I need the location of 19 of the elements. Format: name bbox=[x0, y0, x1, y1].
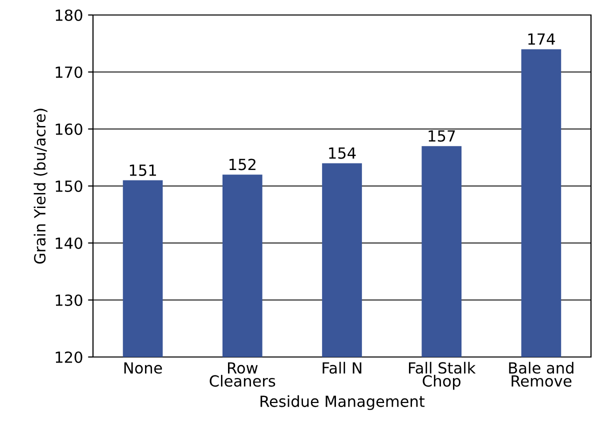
y-tick-label: 140 bbox=[56, 237, 82, 250]
x-tick-label: Row Cleaners bbox=[210, 362, 276, 387]
data-label: 174 bbox=[528, 33, 555, 45]
y-tick-label: 180 bbox=[56, 9, 82, 22]
x-tick-label: Fall N bbox=[322, 362, 362, 374]
y-tick-label: 150 bbox=[56, 180, 82, 192]
x-tick-label: Bale and Remove bbox=[509, 362, 574, 387]
x-tick-label: Fall Stalk Chop bbox=[408, 362, 476, 390]
data-label: 151 bbox=[130, 164, 156, 176]
x-tick-label: None bbox=[124, 362, 162, 374]
y-tick-label: 130 bbox=[56, 294, 82, 306]
x-axis-title: Residue Management bbox=[260, 395, 425, 410]
data-label: 152 bbox=[229, 158, 256, 170]
y-tick-label: 170 bbox=[56, 66, 82, 78]
data-label: 154 bbox=[329, 147, 356, 159]
y-tick-label: 120 bbox=[56, 351, 82, 364]
y-tick-label: 160 bbox=[56, 123, 82, 136]
y-axis-title: Grain Yield (bu/acre) bbox=[34, 108, 48, 264]
data-label: 157 bbox=[428, 130, 455, 142]
